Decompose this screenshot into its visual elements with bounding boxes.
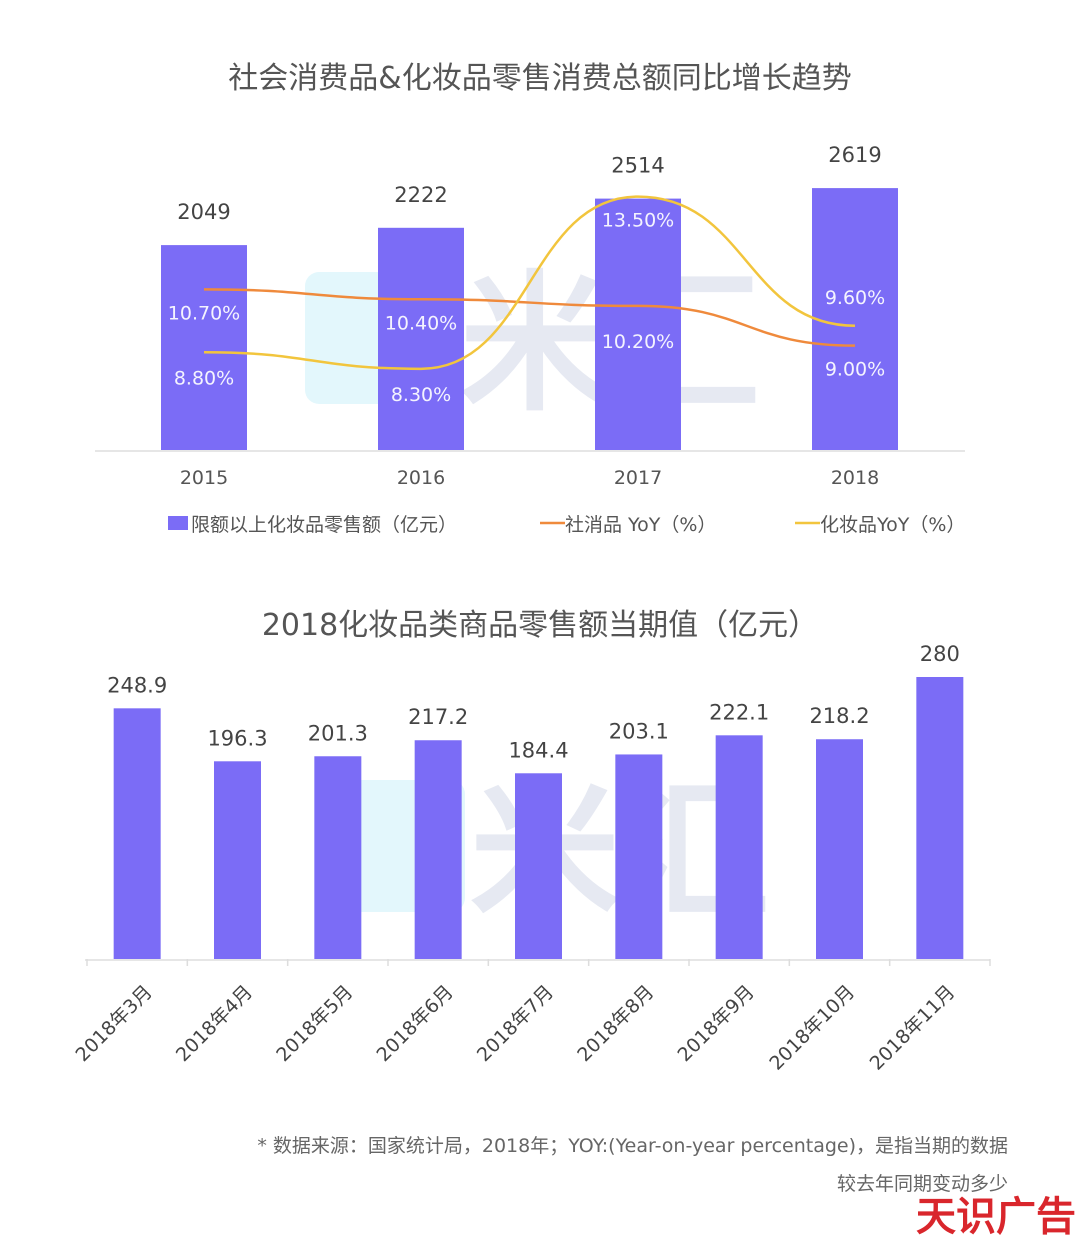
chart2-x-tick-3: 2018年5月 [272, 981, 357, 1066]
chart2-x-tick-8: 2018年10月 [765, 981, 859, 1075]
chart-retail-yoy: 社会消费品&化妆品零售消费总额同比增长趋势 2049 2222 2514 2619 10… [95, 61, 965, 536]
chart1-line-cosmetics [203, 195, 856, 371]
chart1-bar-2015 [161, 245, 247, 450]
chart1-bar-label-2017: 2514 [611, 154, 664, 178]
chart1-legend: 限额以上化妆品零售额（亿元） 社消品 YoY（%） 化妆品YoY（%） [168, 514, 965, 536]
chart2-bar-label-7: 222.1 [709, 700, 769, 724]
chart2-title: 2018化妆品类商品零售额当期值（亿元） [262, 608, 818, 643]
chart1-x-tick-2018: 2018 [831, 467, 879, 489]
chart1-cosmetics-label-2017: 13.50% [602, 210, 674, 232]
chart-monthly-sales: 2018化妆品类商品零售额当期值（亿元） 248.9 196.3 201.3 217.… [72, 608, 991, 1075]
chart1-x-tick-2015: 2015 [180, 467, 228, 489]
chart2-bar-9 [916, 677, 964, 959]
chart2-bar-label-5: 184.4 [508, 738, 568, 762]
chart2-bar-2 [214, 761, 261, 959]
brand-logo-text: 天识广告 [916, 1194, 1076, 1235]
chart2-bar-label-4: 217.2 [408, 705, 468, 729]
chart1-bar-2016 [378, 227, 464, 450]
chart1-bar-label-2015: 2049 [177, 200, 230, 224]
chart1-social-label-2018: 9.00% [825, 359, 885, 381]
chart1-bar-2017 [595, 198, 681, 450]
chart1-cosmetics-label-2015: 8.80% [174, 367, 234, 389]
chart2-bar-4 [414, 740, 462, 959]
chart1-x-tick-2017: 2017 [614, 467, 662, 489]
chart2-bar-label-8: 218.2 [809, 704, 869, 728]
chart1-social-label-2016: 10.40% [385, 312, 457, 334]
chart1-title: 社会消费品&化妆品零售消费总额同比增长趋势 [228, 61, 851, 96]
chart1-bar-label-2016: 2222 [394, 183, 447, 207]
chart2-bar-5 [515, 773, 562, 959]
chart2-x-tick-4: 2018年6月 [373, 981, 458, 1066]
chart2-bar-3 [314, 756, 362, 959]
chart2-bar-label-1: 248.9 [107, 673, 167, 697]
chart1-social-label-2015: 10.70% [168, 302, 240, 324]
watermark-top: 米汇 [305, 258, 760, 432]
chart2-x-tick-6: 2018年8月 [573, 981, 658, 1066]
chart2-x-tick-7: 2018年9月 [674, 981, 759, 1066]
chart2-bar-7 [715, 735, 763, 959]
chart1-bar-label-2018: 2619 [828, 143, 881, 167]
chart2-bar-label-6: 203.1 [609, 719, 669, 743]
chart2-bar-6 [615, 754, 663, 959]
chart1-cosmetics-label-2016: 8.30% [391, 384, 451, 406]
legend-label-cosmetics: 化妆品YoY（%） [820, 514, 965, 536]
chart2-x-tick-1: 2018年3月 [72, 981, 157, 1066]
chart2-bar-label-9: 280 [920, 642, 960, 666]
chart2-bar-label-2: 196.3 [207, 726, 267, 750]
legend-label-bar: 限额以上化妆品零售额（亿元） [191, 514, 457, 536]
chart2-bar-1 [113, 708, 161, 959]
chart2-x-tick-2: 2018年4月 [172, 981, 257, 1066]
legend-swatch-bar [168, 516, 188, 530]
footnote-line1: * 数据来源：国家统计局，2018年；YOY:(Year-on-year per… [257, 1135, 1008, 1157]
chart2-x-tick-5: 2018年7月 [473, 981, 558, 1066]
chart2-bar-label-3: 201.3 [308, 721, 368, 745]
chart1-line-social [203, 288, 856, 347]
chart2-bar-8 [816, 739, 863, 959]
legend-label-social: 社消品 YoY（%） [565, 514, 716, 536]
chart1-social-label-2017: 10.20% [602, 331, 674, 353]
footnote-line2: 较去年同期变动多少 [837, 1173, 1008, 1195]
chart1-x-tick-2016: 2016 [397, 467, 445, 489]
chart1-cosmetics-label-2018: 9.60% [825, 287, 885, 309]
chart1-bar-2018 [812, 188, 898, 450]
chart2-x-tick-9: 2018年11月 [866, 981, 960, 1075]
